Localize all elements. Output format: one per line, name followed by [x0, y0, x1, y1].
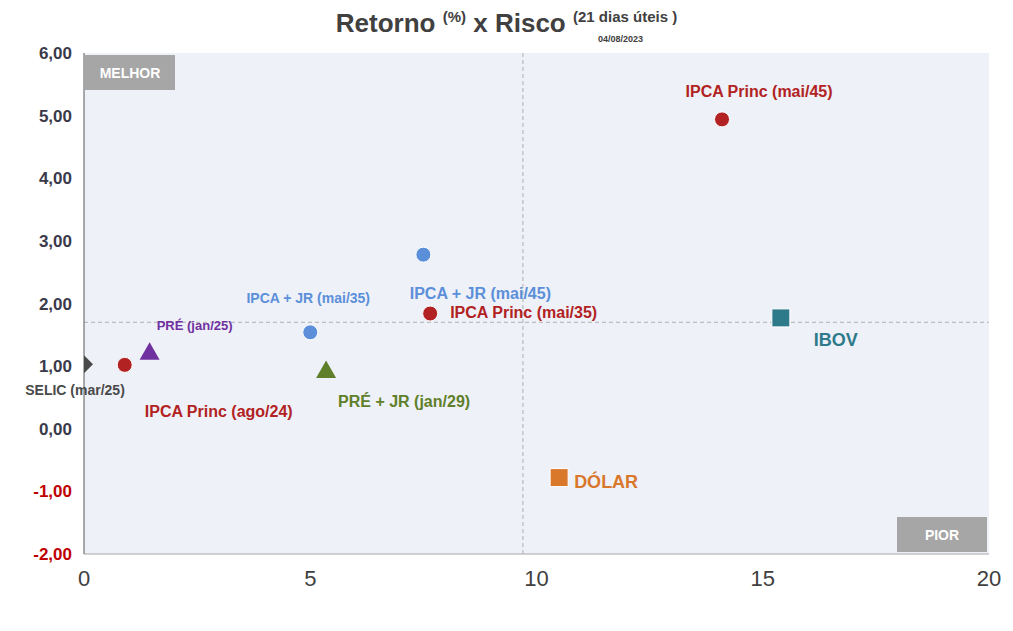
svg-text:IPCA Princ (ago/24): IPCA Princ (ago/24) [145, 403, 293, 420]
svg-text:IPCA + JR (mai/45): IPCA + JR (mai/45) [410, 285, 551, 302]
svg-text:1,00: 1,00 [39, 357, 72, 376]
svg-text:6,00: 6,00 [39, 44, 72, 63]
html-text:PIOR: PIOR [924, 526, 960, 543]
svg-text:0: 0 [78, 566, 90, 591]
svg-text:IPCA Princ (mai/35): IPCA Princ (mai/35) [450, 304, 597, 321]
svg-text:3,00: 3,00 [39, 232, 72, 251]
svg-text:10: 10 [524, 566, 548, 591]
svg-text:IPCA Princ (mai/45): IPCA Princ (mai/45) [686, 83, 833, 100]
svg-text:IPCA + JR (mai/35): IPCA + JR (mai/35) [246, 290, 370, 306]
svg-text:5,00: 5,00 [39, 107, 72, 126]
html-text:MELHOR: MELHOR [99, 64, 161, 81]
svg-text:SELIC (mar/25): SELIC (mar/25) [25, 382, 125, 398]
svg-text:IBOV: IBOV [814, 330, 858, 350]
svg-text:PRÉ + JR (jan/29): PRÉ + JR (jan/29) [338, 392, 470, 410]
svg-text:0,00: 0,00 [39, 420, 72, 439]
svg-text:DÓLAR: DÓLAR [574, 471, 638, 492]
svg-text:PRÉ (jan/25): PRÉ (jan/25) [157, 318, 233, 333]
svg-text:-2,00: -2,00 [33, 545, 72, 564]
svg-text:15: 15 [751, 566, 775, 591]
svg-text:20: 20 [977, 566, 1001, 591]
html-text:04/08/2023: 04/08/2023 [598, 34, 643, 44]
svg-text:4,00: 4,00 [39, 169, 72, 188]
svg-text:2,00: 2,00 [39, 295, 72, 314]
svg-text:-1,00: -1,00 [33, 482, 72, 501]
svg-text:5: 5 [304, 566, 316, 591]
html-text:Retorno(%)x Risco(21 dias útei: Retorno(%)x Risco(21 dias úteis ) [335, 8, 678, 38]
